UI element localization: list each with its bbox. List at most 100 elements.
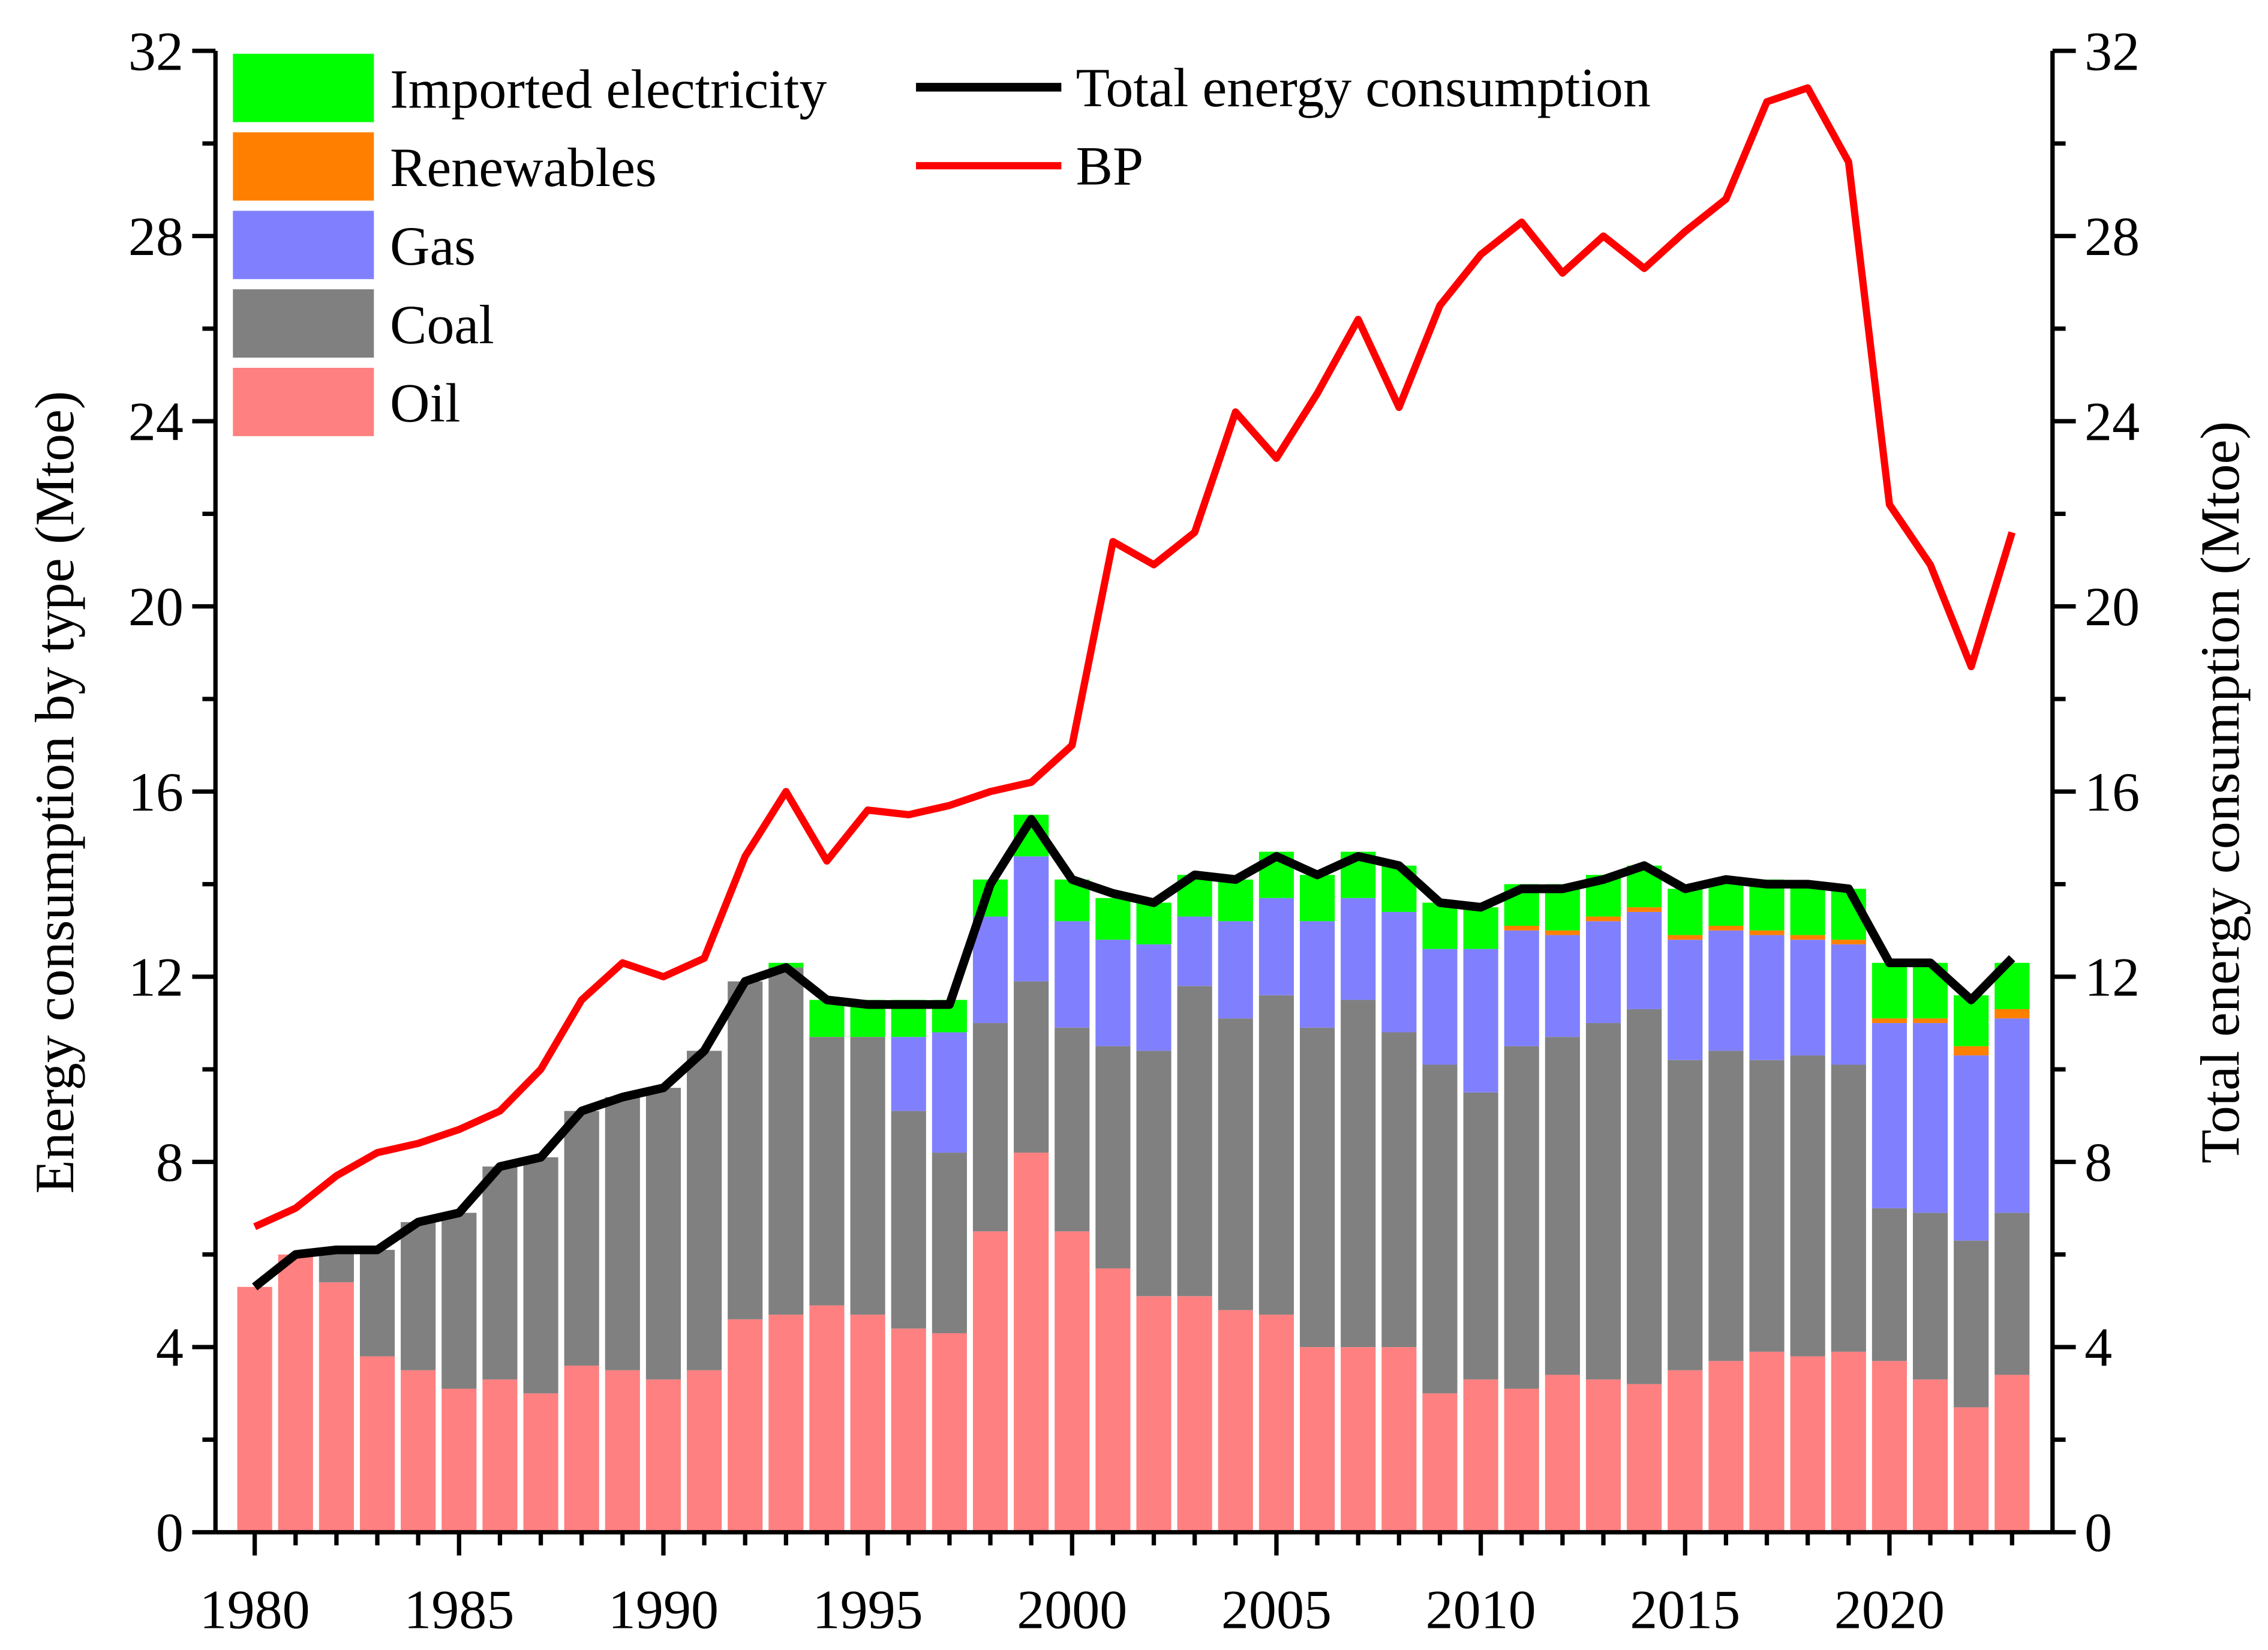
bar-oil-2007 bbox=[1341, 1347, 1376, 1532]
bar-gas-2015 bbox=[1668, 940, 1703, 1060]
bar-oil-2013 bbox=[1585, 1379, 1621, 1532]
bar-oil-1982 bbox=[319, 1282, 354, 1532]
legend-label-total-energy-consumption: Total energy consumption bbox=[1076, 57, 1651, 118]
bar-gas-2005 bbox=[1258, 898, 1294, 995]
bar-oil-1994 bbox=[809, 1305, 845, 1532]
bar-coal-2013 bbox=[1585, 1023, 1621, 1380]
bar-coal-1999 bbox=[1014, 981, 1049, 1153]
bar-oil-1985 bbox=[441, 1388, 477, 1532]
bar-oil-2012 bbox=[1545, 1375, 1580, 1532]
bar-coal-1985 bbox=[441, 1213, 477, 1389]
y-tick-label-right: 12 bbox=[2084, 946, 2140, 1007]
bar-coal-1998 bbox=[972, 1023, 1008, 1232]
x-tick-label: 1980 bbox=[200, 1579, 310, 1640]
bar-coal-1995 bbox=[850, 1037, 885, 1315]
y-axis-label-left: Energy consumption by type (Mtoe) bbox=[24, 391, 85, 1193]
bar-gas-2002 bbox=[1136, 944, 1171, 1051]
bar-imported-electricity-2016 bbox=[1708, 879, 1744, 926]
bar-coal-2017 bbox=[1749, 1060, 1785, 1352]
bar-renewables-2014 bbox=[1627, 907, 1662, 912]
bar-renewables-2011 bbox=[1504, 926, 1539, 931]
bar-oil-1997 bbox=[932, 1333, 967, 1532]
legend-label-gas: Gas bbox=[390, 215, 476, 277]
bar-coal-2011 bbox=[1504, 1046, 1539, 1389]
bar-gas-1999 bbox=[1014, 856, 1049, 982]
bar-coal-1994 bbox=[809, 1037, 845, 1306]
bar-renewables-2017 bbox=[1749, 930, 1785, 935]
bar-oil-2011 bbox=[1504, 1388, 1539, 1532]
bar-oil-1983 bbox=[359, 1356, 395, 1532]
bar-renewables-2019 bbox=[1831, 940, 1866, 944]
bar-coal-2014 bbox=[1627, 1009, 1662, 1384]
bar-gas-2022 bbox=[1954, 1055, 1989, 1241]
legend-swatch-renewables bbox=[233, 132, 374, 201]
bar-coal-1989 bbox=[605, 1097, 640, 1370]
bar-gas-2003 bbox=[1177, 916, 1212, 986]
bar-coal-2009 bbox=[1422, 1064, 1458, 1394]
bar-oil-1993 bbox=[768, 1315, 804, 1532]
bar-coal-1987 bbox=[523, 1157, 558, 1394]
bar-renewables-2021 bbox=[1912, 1018, 1948, 1024]
bar-coal-2003 bbox=[1177, 986, 1212, 1297]
bar-renewables-2023 bbox=[1994, 1009, 2030, 1019]
y-tick-label-left: 20 bbox=[128, 576, 184, 637]
bar-oil-1988 bbox=[564, 1365, 599, 1532]
bar-imported-electricity-2015 bbox=[1668, 889, 1703, 935]
bar-renewables-2013 bbox=[1585, 916, 1621, 922]
bar-imported-electricity-2020 bbox=[1872, 962, 1907, 1019]
bar-gas-2018 bbox=[1790, 940, 1825, 1056]
bar-oil-2018 bbox=[1790, 1356, 1825, 1532]
bar-coal-2005 bbox=[1258, 995, 1294, 1315]
bar-coal-1991 bbox=[687, 1051, 722, 1370]
bar-oil-1991 bbox=[687, 1370, 722, 1532]
bar-oil-2019 bbox=[1831, 1351, 1866, 1532]
y-axis-label-right: Total energy consumption (Mtoe) bbox=[2189, 421, 2251, 1163]
legend-swatch-coal bbox=[233, 289, 374, 358]
y-tick-label-right: 16 bbox=[2084, 761, 2140, 823]
bar-oil-2003 bbox=[1177, 1296, 1212, 1532]
line-bp bbox=[253, 84, 2016, 1231]
x-tick-label: 2005 bbox=[1221, 1579, 1332, 1640]
bar-coal-1992 bbox=[728, 981, 763, 1319]
bar-oil-2005 bbox=[1258, 1315, 1294, 1532]
bar-gas-2009 bbox=[1422, 949, 1458, 1065]
bar-renewables-2015 bbox=[1668, 935, 1703, 940]
x-tick-label: 1990 bbox=[608, 1579, 719, 1640]
bar-oil-1989 bbox=[605, 1370, 640, 1532]
bar-coal-2012 bbox=[1545, 1037, 1580, 1375]
bar-coal-2004 bbox=[1218, 1018, 1253, 1310]
y-tick-label-right: 0 bbox=[2084, 1502, 2112, 1563]
bar-coal-1993 bbox=[768, 967, 804, 1315]
bar-coal-2002 bbox=[1136, 1051, 1171, 1297]
bar-gas-2017 bbox=[1749, 935, 1785, 1060]
bar-imported-electricity-2006 bbox=[1300, 875, 1335, 922]
legend-label-coal: Coal bbox=[390, 294, 494, 355]
bar-oil-2000 bbox=[1055, 1231, 1090, 1532]
bar-coal-2001 bbox=[1095, 1046, 1131, 1268]
bar-oil-1999 bbox=[1014, 1153, 1049, 1532]
bar-imported-electricity-2018 bbox=[1790, 884, 1825, 935]
bar-gas-2007 bbox=[1341, 898, 1376, 1000]
y-tick-label-left: 4 bbox=[156, 1317, 184, 1378]
bar-gas-2016 bbox=[1708, 930, 1744, 1051]
bar-oil-1990 bbox=[645, 1379, 681, 1532]
bar-coal-2008 bbox=[1381, 1032, 1417, 1348]
bar-coal-1986 bbox=[482, 1166, 518, 1380]
y-tick-label-left: 12 bbox=[128, 946, 184, 1007]
line-total-energy-consumption bbox=[252, 815, 2015, 1291]
y-tick-label-left: 24 bbox=[128, 391, 184, 452]
bar-gas-2020 bbox=[1872, 1023, 1907, 1208]
bar-coal-2020 bbox=[1872, 1208, 1907, 1361]
bar-oil-2009 bbox=[1422, 1393, 1458, 1532]
y-tick-label-left: 28 bbox=[128, 206, 184, 267]
bar-gas-2019 bbox=[1831, 944, 1866, 1065]
bar-imported-electricity-2009 bbox=[1422, 902, 1458, 949]
bar-gas-2008 bbox=[1381, 911, 1417, 1033]
bar-oil-1984 bbox=[401, 1370, 436, 1532]
bar-oil-1980 bbox=[237, 1286, 272, 1532]
bar-gas-1997 bbox=[932, 1032, 967, 1153]
bar-coal-1984 bbox=[401, 1222, 436, 1370]
bar-gas-2023 bbox=[1994, 1018, 2030, 1213]
bar-coal-2016 bbox=[1708, 1051, 1744, 1361]
bar-imported-electricity-2004 bbox=[1218, 879, 1253, 922]
